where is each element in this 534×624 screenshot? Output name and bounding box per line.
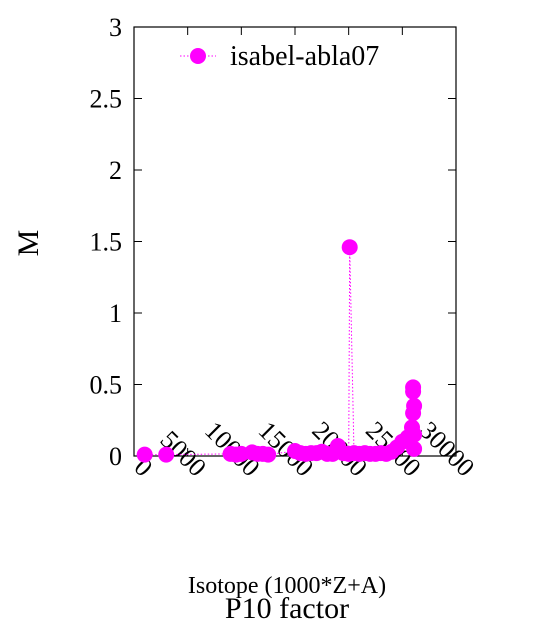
data-point — [136, 446, 153, 463]
data-point — [341, 239, 358, 256]
legend-label: isabel-abla07 — [230, 41, 379, 72]
y-tick-label: 1.5 — [90, 228, 123, 257]
series-isabel-abla07 — [136, 239, 423, 463]
chart-title: P10 factor — [225, 592, 349, 624]
x-tick-label: 30000 — [414, 416, 480, 482]
y-axis-ticks: 0 0.5 1 1.5 2 2.5 3 — [90, 13, 456, 471]
data-point — [405, 379, 422, 396]
y-tick-label: 2 — [109, 156, 122, 185]
y-tick-label: 0 — [109, 442, 122, 471]
legend: isabel-abla07 — [180, 41, 379, 72]
data-point — [158, 446, 175, 463]
data-point — [406, 440, 423, 457]
data-point — [406, 397, 423, 414]
legend-marker — [190, 48, 206, 64]
y-tick-label: 2.5 — [90, 85, 123, 114]
y-tick-label: 3 — [109, 13, 122, 42]
data-point — [260, 446, 277, 463]
y-tick-label: 0.5 — [90, 371, 123, 400]
x-axis-ticks: 050001000015000200002500030000 — [129, 27, 480, 482]
x-axis-label: Isotope (1000*Z+A) — [188, 573, 386, 599]
y-tick-label: 1 — [109, 299, 122, 328]
data-point — [406, 426, 423, 443]
y-axis-label: M — [12, 230, 45, 257]
